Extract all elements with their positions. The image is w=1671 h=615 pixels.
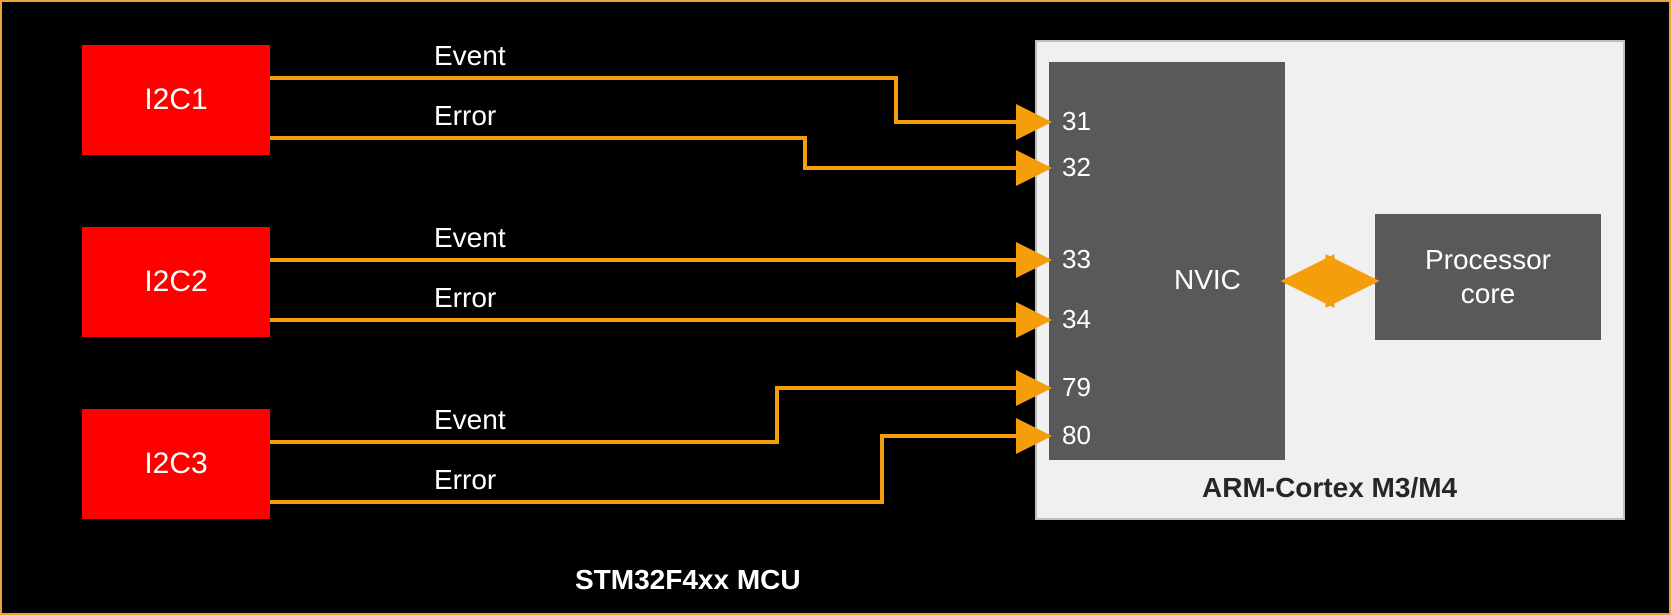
wire-4 [270, 388, 1049, 442]
peripheral-i2c1: I2C1 [82, 45, 270, 155]
wire-label-2: Event [434, 222, 506, 254]
irq-num-3: 34 [1062, 304, 1091, 335]
wire-5 [270, 436, 1049, 502]
irq-num-2: 33 [1062, 244, 1091, 275]
wire-1 [270, 138, 1049, 168]
peripheral-i2c2-label: I2C2 [144, 265, 207, 299]
wire-label-3: Error [434, 282, 496, 314]
processor-core-line1: Processor [1425, 243, 1551, 277]
peripheral-i2c3-label: I2C3 [144, 447, 207, 481]
mcu-caption: STM32F4xx MCU [575, 564, 801, 596]
peripheral-i2c1-label: I2C1 [144, 83, 207, 117]
wire-label-1: Error [434, 100, 496, 132]
nvic-label: NVIC [1174, 264, 1241, 296]
peripheral-i2c2: I2C2 [82, 227, 270, 337]
wire-0 [270, 78, 1049, 122]
irq-num-5: 80 [1062, 420, 1091, 451]
arm-caption: ARM-Cortex M3/M4 [1202, 472, 1457, 504]
wire-label-4: Event [434, 404, 506, 436]
diagram-stage: I2C1 I2C2 I2C3 NVIC Processor core Event… [0, 0, 1671, 615]
processor-core-block: Processor core [1375, 214, 1601, 340]
processor-core-line2: core [1461, 277, 1515, 311]
wire-label-0: Event [434, 40, 506, 72]
wire-label-5: Error [434, 464, 496, 496]
irq-num-1: 32 [1062, 152, 1091, 183]
irq-num-4: 79 [1062, 372, 1091, 403]
irq-num-0: 31 [1062, 106, 1091, 137]
peripheral-i2c3: I2C3 [82, 409, 270, 519]
